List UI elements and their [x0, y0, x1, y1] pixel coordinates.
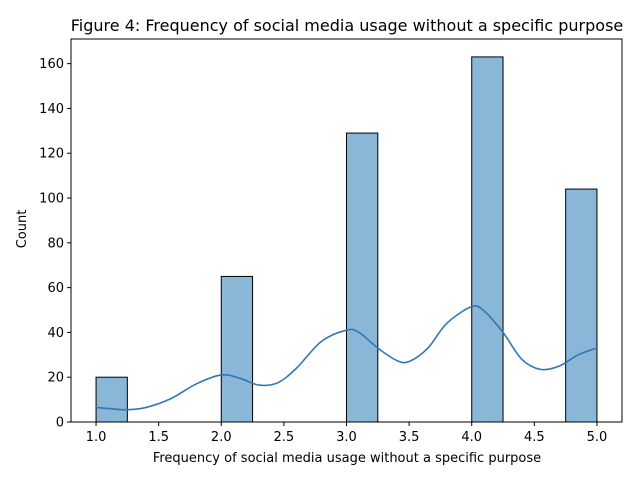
y-axis-ticks: 0 20 40 60 80 100 120 140 160	[39, 57, 71, 431]
y-tick-label: 20	[47, 371, 64, 386]
x-tick-label: 1.0	[86, 430, 107, 445]
histogram-bar-2	[220, 275, 254, 423]
x-tick-label: 5.0	[587, 430, 608, 445]
histogram-bar-3	[346, 132, 379, 423]
x-tick-label: 3.5	[399, 430, 420, 445]
y-tick-label: 140	[39, 102, 64, 117]
chart-title: Figure 4: Frequency of social media usag…	[71, 16, 624, 35]
kde-line	[95, 305, 598, 411]
histogram-bar-4	[471, 56, 504, 423]
x-axis-label: Frequency of social media usage without …	[153, 451, 541, 466]
y-tick-label: 160	[39, 57, 64, 72]
bars-layer	[95, 56, 598, 423]
x-tick-label: 2.5	[274, 430, 295, 445]
x-axis-ticks: 1.0 1.5 2.0 2.5 3.0 3.5 4.0 4.5 5.0	[86, 422, 608, 445]
y-tick-label: 40	[47, 326, 64, 341]
histogram-bar-5	[565, 188, 598, 423]
y-tick-label: 60	[47, 281, 64, 296]
y-tick-label: 80	[47, 236, 64, 251]
y-tick-label: 120	[39, 147, 64, 162]
y-tick-label: 0	[56, 416, 64, 431]
x-tick-label: 4.5	[524, 430, 545, 445]
histogram-bar-1	[95, 376, 128, 423]
y-tick-label: 100	[39, 192, 64, 207]
x-tick-label: 3.0	[336, 430, 357, 445]
x-tick-label: 4.0	[461, 430, 482, 445]
x-tick-label: 1.5	[148, 430, 169, 445]
y-axis-label: Count	[15, 210, 30, 249]
x-tick-label: 2.0	[211, 430, 232, 445]
